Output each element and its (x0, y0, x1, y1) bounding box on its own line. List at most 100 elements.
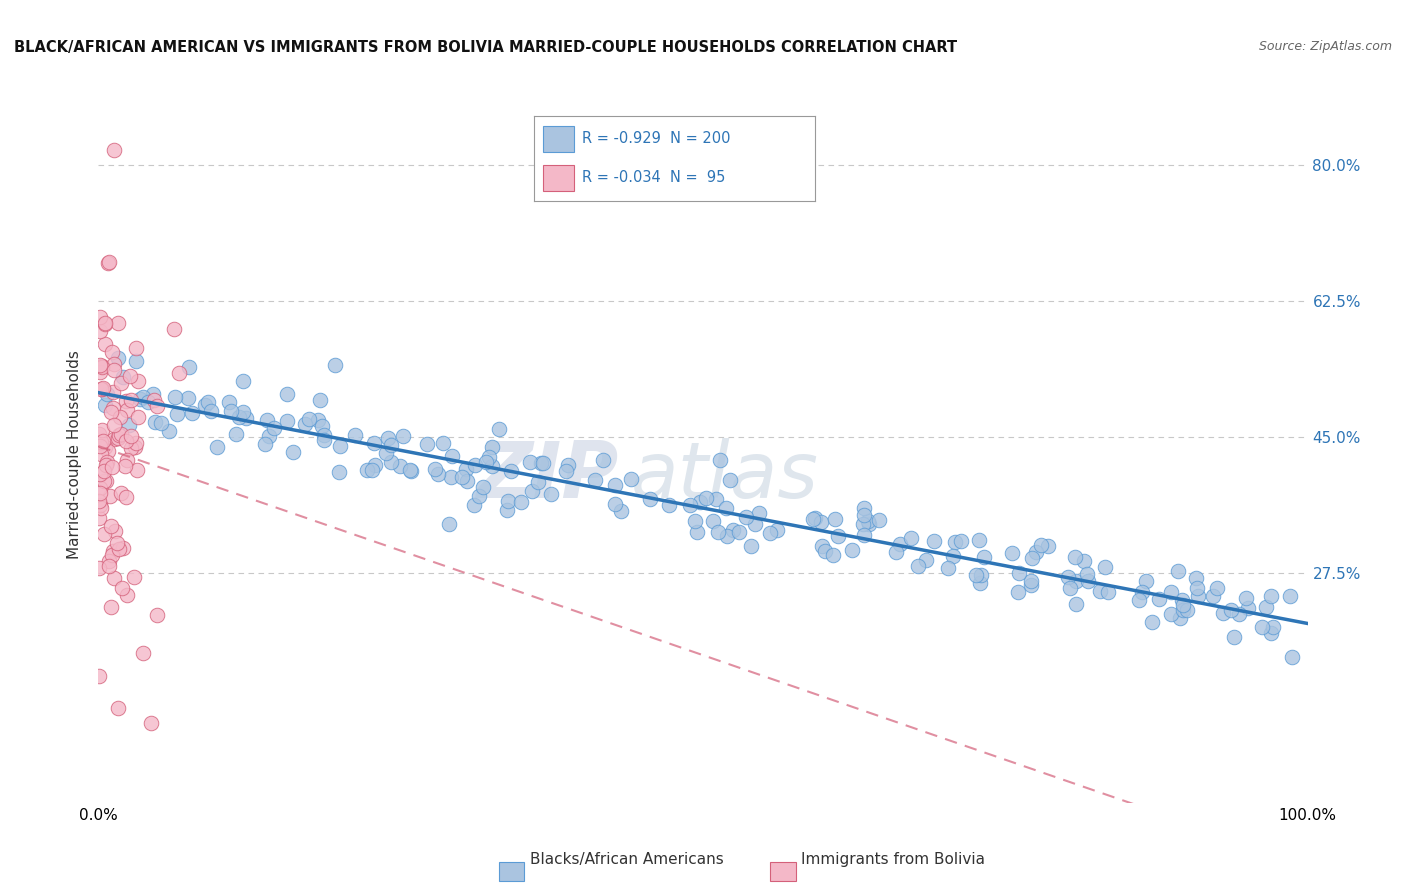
Point (456, 462, 478, 476)
Point (257, 429, 280, 443)
Point (714, 501, 737, 516)
Point (530, 456, 553, 470)
Point (364, 458, 387, 472)
Point (437, 517, 460, 532)
Point (1064, 574, 1087, 589)
Point (143, 415, 166, 429)
Point (1097, 585, 1119, 599)
Point (949, 534, 972, 549)
Text: ZIP: ZIP (477, 438, 619, 514)
Point (721, 523, 744, 537)
Point (380, 438, 402, 452)
Point (117, 589, 139, 603)
Point (120, 428, 142, 442)
Point (108, 541, 131, 556)
Point (509, 495, 531, 509)
Point (177, 359, 200, 374)
Point (557, 458, 579, 473)
Point (125, 342, 148, 356)
Point (685, 514, 707, 528)
Point (94, 337, 117, 351)
Point (115, 403, 138, 417)
Point (1205, 581, 1227, 595)
Point (803, 511, 825, 525)
Point (309, 392, 332, 407)
Point (1076, 574, 1098, 588)
Point (225, 426, 247, 441)
Point (758, 525, 780, 540)
Point (471, 480, 494, 494)
Point (143, 392, 166, 407)
Point (93, 527, 115, 541)
Point (1135, 574, 1157, 588)
Point (1057, 570, 1080, 584)
Point (440, 450, 463, 464)
Point (107, 316, 129, 330)
Point (1063, 550, 1085, 565)
Point (1227, 607, 1250, 621)
Point (399, 463, 422, 477)
Point (94, 398, 117, 412)
Point (1185, 571, 1208, 585)
Point (583, 473, 606, 487)
Point (1260, 589, 1282, 603)
Point (165, 390, 187, 404)
Point (96, 387, 118, 401)
Point (89, 467, 111, 481)
Point (689, 495, 711, 509)
Point (89, 498, 111, 512)
Point (702, 514, 724, 528)
Point (97, 256, 120, 270)
Point (110, 376, 132, 390)
Point (1202, 589, 1225, 603)
Point (96, 475, 118, 489)
Point (100, 519, 122, 533)
Point (938, 561, 960, 575)
Point (1031, 538, 1053, 552)
Point (294, 417, 316, 432)
Point (1223, 630, 1246, 644)
Point (519, 455, 541, 469)
Point (89, 427, 111, 442)
Point (439, 470, 461, 484)
Point (89, 324, 111, 338)
Point (695, 491, 717, 505)
Point (166, 407, 188, 421)
Point (87, 561, 110, 575)
Point (177, 392, 200, 406)
Point (101, 345, 124, 359)
Point (451, 470, 474, 484)
Point (704, 491, 727, 506)
Point (801, 511, 824, 525)
Point (127, 463, 149, 477)
Point (527, 475, 550, 489)
Point (478, 450, 501, 465)
Text: Immigrants from Bolivia: Immigrants from Bolivia (801, 853, 986, 867)
Point (91, 424, 114, 438)
Point (94, 440, 117, 454)
Point (520, 484, 543, 499)
Point (973, 549, 995, 564)
Point (127, 410, 149, 425)
Point (312, 433, 335, 447)
Point (889, 536, 911, 550)
Point (1140, 615, 1163, 630)
Point (716, 529, 738, 543)
Point (276, 387, 298, 401)
Point (907, 558, 929, 573)
Point (120, 392, 142, 407)
Point (89, 486, 111, 500)
Point (232, 405, 254, 419)
Point (108, 427, 131, 442)
Point (1187, 589, 1209, 603)
Point (97, 255, 120, 269)
Point (1130, 584, 1153, 599)
Point (103, 143, 125, 157)
Point (1170, 611, 1192, 625)
Point (146, 399, 169, 413)
Point (401, 464, 423, 478)
Point (740, 539, 762, 553)
Point (328, 465, 350, 479)
Point (1254, 599, 1277, 614)
Point (856, 514, 879, 528)
